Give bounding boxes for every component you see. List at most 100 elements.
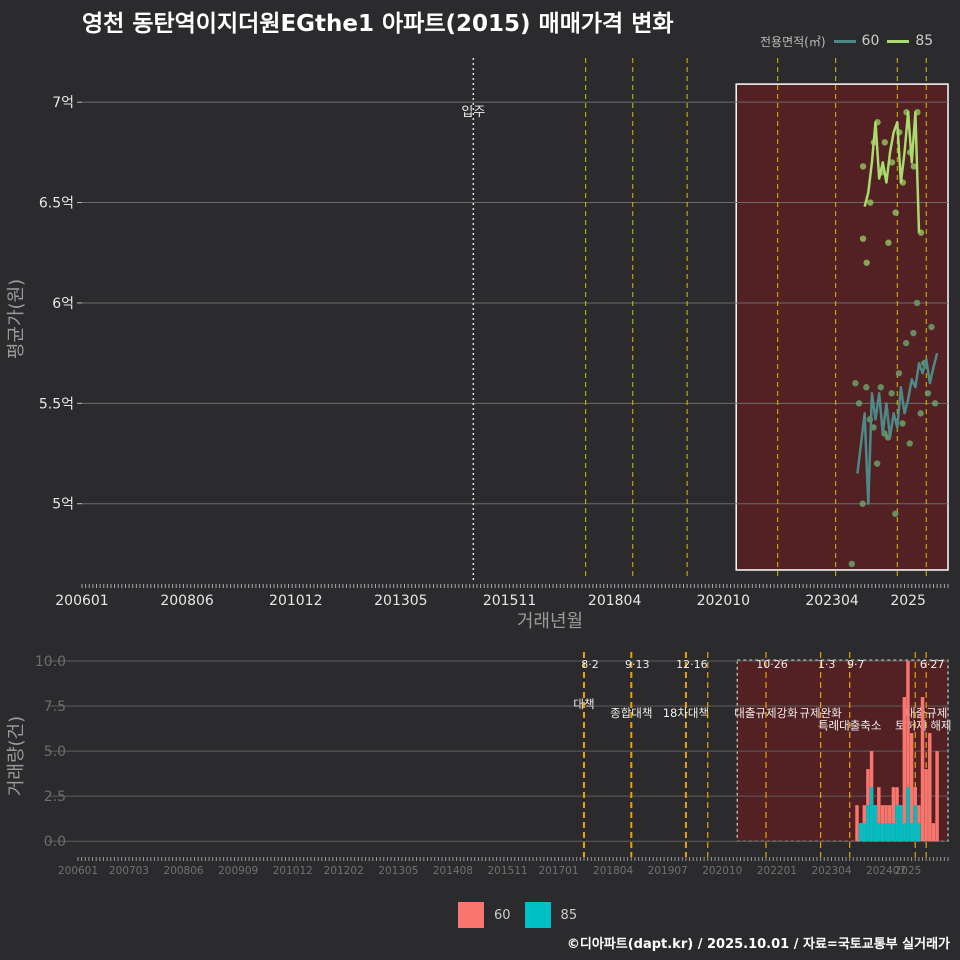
legend-label-85: 85 [915,33,934,49]
volume-bar-85 [862,823,867,842]
price-point-60 [863,384,870,391]
price-y-tick-label: 5.5억 [39,396,74,412]
volume-bar-85 [880,823,885,842]
volume-x-tick-label: 200806 [164,865,204,877]
price-point-60 [928,323,935,331]
price-line-60 [856,352,939,505]
volume-bar-85 [898,805,903,842]
volume-bar-60 [877,787,881,842]
volume-x-tick-label: 201012 [273,865,313,877]
volume-bar-85 [858,823,863,842]
legend-title: 전용면적(㎡) [760,34,826,49]
price-y-tick-label: 5억 [52,497,74,513]
legend-swatch-85 [887,39,910,43]
price-point-60 [873,460,881,467]
volume-bar-85 [873,805,877,842]
volume-bar-60 [855,805,859,842]
price-y-tick-label: 6억 [52,296,74,312]
policy-date-label: 1·3 [818,658,836,671]
volume-bar-85 [906,787,910,842]
volume-bar-85 [877,823,881,842]
price-y-axis-label: 평균가(원) [6,279,27,359]
volume-y-tick-label: 0.0 [44,834,66,850]
price-x-tick-label: 201012 [269,593,322,609]
volume-bar-85 [866,805,870,842]
volume-y-axis-label: 거래량(건) [6,716,27,796]
volume-y-tick-label: 5.0 [44,744,66,760]
price-x-tick-label: 202304 [805,593,859,609]
volume-bar-85 [884,823,888,842]
policy-text-label: 대출규제강화 [734,706,798,720]
price-point-85 [892,209,899,216]
volume-bar-85 [869,787,874,842]
volume-bar-60 [928,733,932,842]
legend-bar-label-60: 60 [494,907,511,923]
price-point-85 [888,159,896,166]
price-line-85 [863,110,921,233]
source-footer: ©디아파트(dapt.kr) / 2025.10.01 / 자료=국토교통부 실… [566,937,950,952]
move-in-label: 입주 [461,105,485,120]
price-point-60 [888,390,895,397]
price-point-60 [877,384,884,391]
volume-bar-60 [906,661,910,842]
volume-bar-60 [902,697,907,842]
legend-swatch-60 [833,39,856,43]
policy-text-label: 종합대책 [610,706,652,720]
legend-box-85 [524,902,551,928]
volume-x-tick-label: 202304 [811,865,851,877]
policy-text-label: 18차대책 [663,706,709,720]
price-x-tick-label: 201804 [588,593,642,609]
volume-legend: 60 85 [458,902,591,928]
volume-bar-85 [902,823,907,842]
price-x-tick-label: 200601 [55,593,108,609]
policy-date-label: 6·27 [920,658,945,671]
volume-x-tick-label: 201305 [378,865,418,877]
volume-bar-60 [891,787,896,842]
price-x-tick-label: 2025 [890,593,926,609]
policy-text-label: 대책 [573,697,594,711]
price-point-60 [855,400,863,407]
price-x-tick-label: 201511 [483,593,536,609]
volume-x-tick-label: 202201 [757,865,797,877]
policy-date-label: 9·7 [847,658,865,671]
price-legend: 전용면적(㎡) 60 85 [760,30,933,52]
legend-box-60 [458,902,484,928]
price-point-60 [859,500,866,507]
price-y-tick-label: 7억 [52,95,74,111]
volume-bar-85 [909,823,914,842]
price-point-60 [931,400,939,407]
volume-x-tick-label: 201907 [648,865,688,877]
price-point-85 [859,163,867,170]
policy-text-label: 규제완화 [799,706,842,720]
volume-bar-85 [891,823,896,842]
price-x-tick-label: 202010 [697,593,750,609]
volume-x-tick-label: 202407 [866,865,906,877]
price-point-60 [892,510,899,517]
volume-x-tick-label: 201408 [433,865,473,877]
volume-x-tick-label: 200909 [218,865,258,877]
policy-text-label: 특례대출축소 [818,718,881,732]
policy-date-label: 12·16 [676,658,708,671]
volume-x-tick-label: 202010 [702,865,742,877]
price-point-85 [863,259,870,266]
price-x-tick-label: 201305 [374,593,427,609]
price-point-85 [910,163,917,170]
volume-x-tick-label: 201511 [487,865,527,877]
price-point-85 [867,199,874,206]
price-point-85 [859,235,867,242]
volume-bar-60 [924,769,928,842]
volume-x-tick-label: 201701 [538,865,578,877]
volume-y-tick-label: 10.0 [35,654,66,670]
price-point-60 [852,380,859,387]
price-point-60 [917,410,924,417]
volume-bar-85 [895,805,899,842]
volume-bar-60 [931,823,936,842]
policy-date-label: 8·2 [581,658,599,671]
price-point-60 [899,420,906,427]
policy-date-label: 10·26 [756,658,788,671]
price-point-85 [881,139,888,146]
volume-x-tick-label: 200703 [109,865,149,877]
volume-bar-85 [917,823,921,842]
price-x-tick-label: 200806 [160,593,214,609]
